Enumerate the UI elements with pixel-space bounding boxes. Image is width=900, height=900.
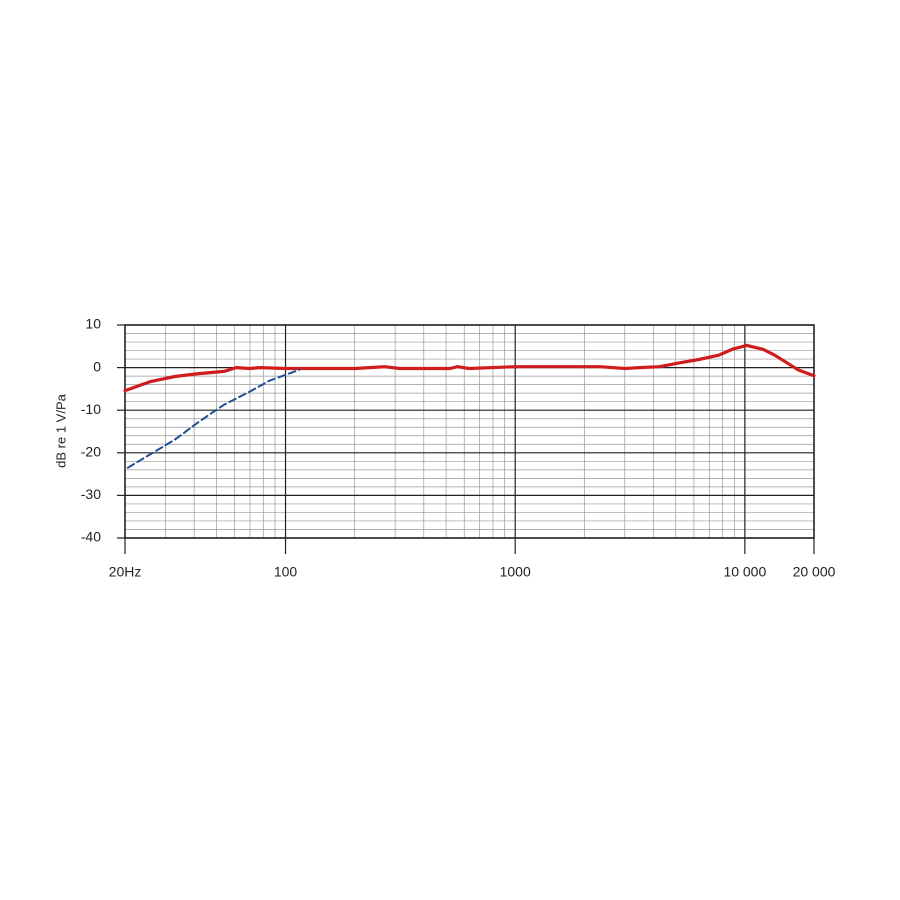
y-tick-label: -20 xyxy=(81,444,101,460)
x-tick-label: 20Hz xyxy=(109,564,142,580)
x-tick-label: 100 xyxy=(274,564,298,580)
series-line xyxy=(126,368,301,469)
x-tick-label: 1000 xyxy=(500,564,531,580)
y-tick-label: -40 xyxy=(81,529,101,545)
x-tick-label: 10 000 xyxy=(723,564,766,580)
y-tick-label: -30 xyxy=(81,486,101,502)
x-tick-label: 20 000 xyxy=(793,564,836,580)
plot-frame xyxy=(124,324,815,539)
y-axis-label: dB re 1 V/Pa xyxy=(53,393,68,467)
series-line xyxy=(123,343,816,393)
y-tick-label: 0 xyxy=(93,358,101,374)
y-tick-label: 10 xyxy=(85,316,101,332)
y-tick-label: -10 xyxy=(81,401,101,417)
